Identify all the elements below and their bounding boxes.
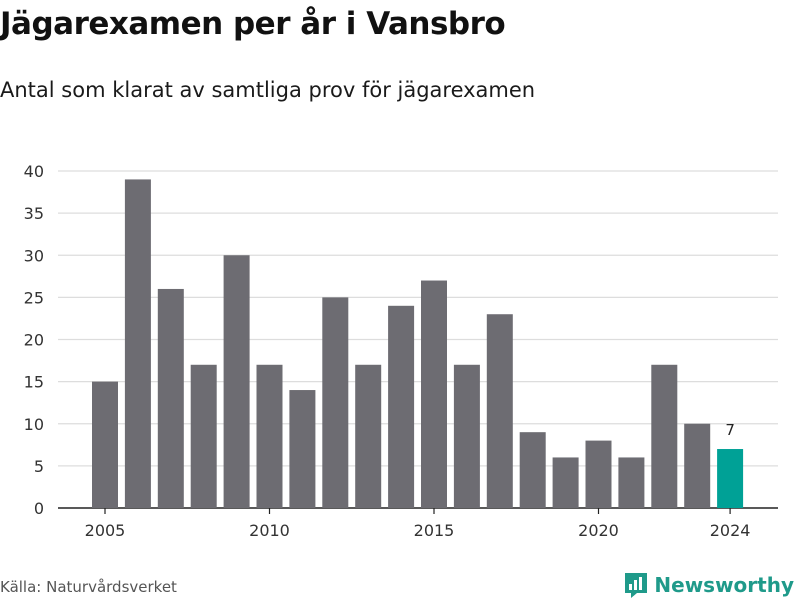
x-tick-label: 2024 bbox=[710, 521, 751, 540]
bar-2013 bbox=[355, 364, 382, 508]
y-tick-label: 20 bbox=[24, 331, 44, 350]
y-tick-label: 15 bbox=[24, 373, 44, 392]
bar-2023 bbox=[684, 423, 711, 508]
chart-subtitle: Antal som klarat av samtliga prov för jä… bbox=[0, 78, 536, 102]
bar-2022 bbox=[651, 364, 678, 508]
x-axis-ticks: 2005 2010 2015 2020 2024 bbox=[85, 508, 751, 540]
bar-2008 bbox=[190, 364, 217, 508]
bar-2010 bbox=[256, 364, 283, 508]
bar-2024 bbox=[717, 449, 744, 508]
bars bbox=[92, 179, 744, 509]
bar-2006 bbox=[124, 179, 151, 509]
y-tick-label: 30 bbox=[24, 246, 44, 265]
source-note: Källa: Naturvårdsverket bbox=[0, 578, 177, 596]
bar-2009 bbox=[223, 255, 250, 508]
y-tick-label: 10 bbox=[24, 415, 44, 434]
data-label-2024: 7 bbox=[725, 421, 735, 439]
newsworthy-logo-icon bbox=[625, 573, 648, 598]
bar-2014 bbox=[388, 305, 415, 508]
bar-2007 bbox=[157, 288, 184, 508]
bar-2019 bbox=[552, 457, 579, 508]
bar-2011 bbox=[289, 390, 316, 508]
y-tick-label: 5 bbox=[34, 457, 44, 476]
bar-2012 bbox=[322, 297, 349, 508]
bar-2021 bbox=[618, 457, 645, 508]
bar-2005 bbox=[92, 381, 118, 508]
x-tick-label: 2015 bbox=[414, 521, 455, 540]
bar-2020 bbox=[585, 440, 612, 508]
bar-2016 bbox=[453, 364, 480, 508]
bar-2018 bbox=[519, 432, 546, 508]
x-tick-label: 2005 bbox=[85, 521, 126, 540]
newsworthy-logo[interactable]: Newsworthy bbox=[623, 571, 794, 599]
bar-2017 bbox=[486, 314, 513, 508]
y-axis-ticks: 0 5 10 15 20 25 30 35 40 bbox=[24, 162, 44, 518]
data-labels: 7 bbox=[725, 421, 735, 439]
y-tick-label: 25 bbox=[24, 288, 44, 307]
newsworthy-logo-text: Newsworthy bbox=[654, 573, 794, 597]
x-tick-label: 2010 bbox=[249, 521, 290, 540]
chart-title: Jägarexamen per år i Vansbro bbox=[0, 6, 506, 42]
y-tick-label: 35 bbox=[24, 204, 44, 223]
bar-2015 bbox=[421, 280, 447, 508]
y-tick-label: 40 bbox=[24, 162, 44, 181]
bar-chart: 0 5 10 15 20 25 30 35 40 2005 2010 2015 2020 2024 7 bbox=[24, 162, 778, 540]
y-tick-label: 0 bbox=[34, 499, 44, 518]
x-tick-label: 2020 bbox=[578, 521, 619, 540]
